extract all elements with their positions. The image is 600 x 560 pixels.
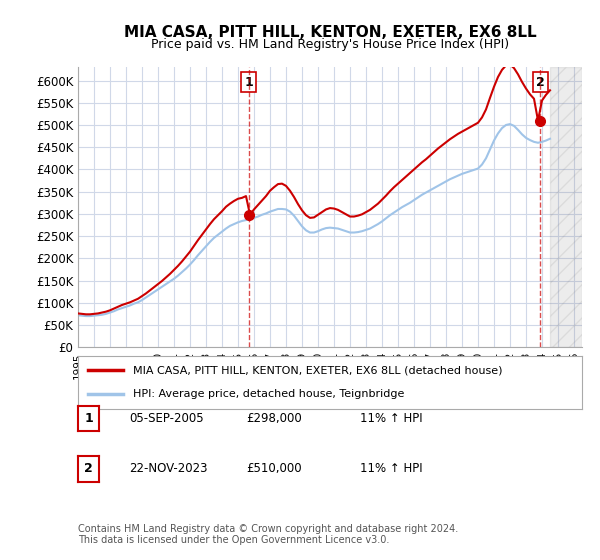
Text: £298,000: £298,000: [246, 412, 302, 425]
Text: 11% ↑ HPI: 11% ↑ HPI: [360, 462, 422, 475]
Text: Contains HM Land Registry data © Crown copyright and database right 2024.
This d: Contains HM Land Registry data © Crown c…: [78, 524, 458, 545]
Text: 05-SEP-2005: 05-SEP-2005: [129, 412, 203, 425]
Text: 22-NOV-2023: 22-NOV-2023: [129, 462, 208, 475]
Text: £510,000: £510,000: [246, 462, 302, 475]
Text: HPI: Average price, detached house, Teignbridge: HPI: Average price, detached house, Teig…: [133, 389, 405, 399]
Text: 11% ↑ HPI: 11% ↑ HPI: [360, 412, 422, 425]
Text: 1: 1: [245, 76, 253, 88]
Text: MIA CASA, PITT HILL, KENTON, EXETER, EX6 8LL (detached house): MIA CASA, PITT HILL, KENTON, EXETER, EX6…: [133, 366, 503, 376]
Text: MIA CASA, PITT HILL, KENTON, EXETER, EX6 8LL: MIA CASA, PITT HILL, KENTON, EXETER, EX6…: [124, 25, 536, 40]
Text: 1: 1: [84, 412, 93, 425]
Text: 2: 2: [536, 76, 545, 88]
Text: Price paid vs. HM Land Registry's House Price Index (HPI): Price paid vs. HM Land Registry's House …: [151, 38, 509, 51]
Text: 2: 2: [84, 463, 93, 475]
